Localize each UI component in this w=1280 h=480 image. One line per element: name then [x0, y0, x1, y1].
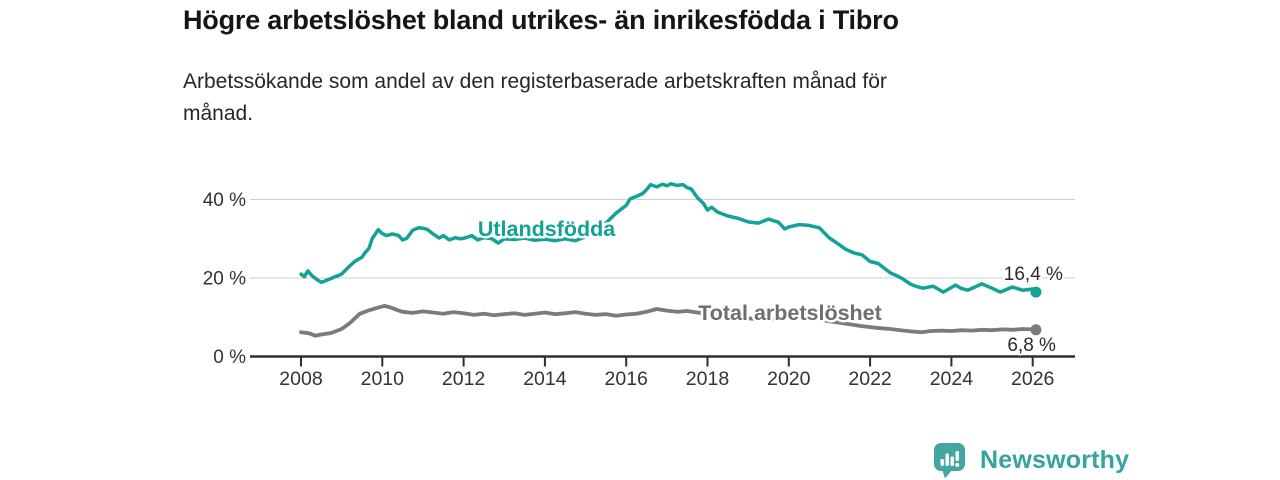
- y-tick-label: 40 %: [203, 190, 246, 211]
- x-tick-label: 2016: [605, 368, 648, 390]
- x-tick-label: 2020: [767, 368, 811, 390]
- newsworthy-logo-link[interactable]: Newsworthy: [931, 440, 1129, 480]
- x-axis: 2008 2010 2012 2014 2016 2018 2020 2022 2024 2026: [250, 355, 1075, 390]
- x-tick-label: 2026: [1011, 368, 1054, 390]
- series-line-total-arbetsl-shet: [299, 303, 1038, 338]
- y-tick-label: 0 %: [213, 347, 246, 368]
- chart-title: Högre arbetslöshet bland utrikes- än inr…: [183, 5, 899, 35]
- series-lines: [299, 182, 1042, 338]
- y-tick-label: 20 %: [203, 269, 246, 290]
- series-line-utlandsf-dda: [299, 182, 1038, 294]
- newsworthy-logo-text: Newsworthy: [980, 445, 1130, 474]
- gridlines: [250, 199, 1075, 279]
- series-end-value-total-arbetsl-shet: 6,8 %: [1007, 335, 1056, 356]
- x-tick-label: 2018: [686, 368, 729, 390]
- subtitle-line-1: Arbetssökande som andel av den registerb…: [183, 70, 887, 93]
- x-tick-label: 2012: [442, 368, 485, 390]
- series-label-total-arbetsl-shet: Total arbetslöshet: [698, 301, 882, 325]
- x-tick-label: 2022: [848, 368, 891, 390]
- x-tick-label: 2014: [523, 368, 567, 390]
- series-label-utlandsf-dda: Utlandsfödda: [478, 217, 616, 241]
- chart-labels: 0 % 20 % 40 % Utlandsfödda 16,4 % Total arbet…: [203, 190, 1065, 368]
- chart-canvas: 2008 2010 2012 2014 2016 2018 2020 2022 2024 2026…: [203, 182, 1075, 390]
- chart-subtitle: Arbetssökande som andel av den registerb…: [183, 66, 887, 130]
- subtitle-line-2: månad.: [183, 102, 254, 125]
- x-tick-label: 2008: [279, 368, 322, 390]
- series-end-value-utlandsf-dda: 16,4 %: [1004, 264, 1063, 285]
- x-tick-label: 2024: [930, 368, 974, 390]
- series-end-dot-total-arbetsl-shet: [1030, 324, 1042, 336]
- x-tick-label: 2010: [361, 368, 405, 390]
- bar-chart-speech-bubble-icon: [934, 443, 965, 479]
- series-end-dot-utlandsf-dda: [1030, 286, 1042, 298]
